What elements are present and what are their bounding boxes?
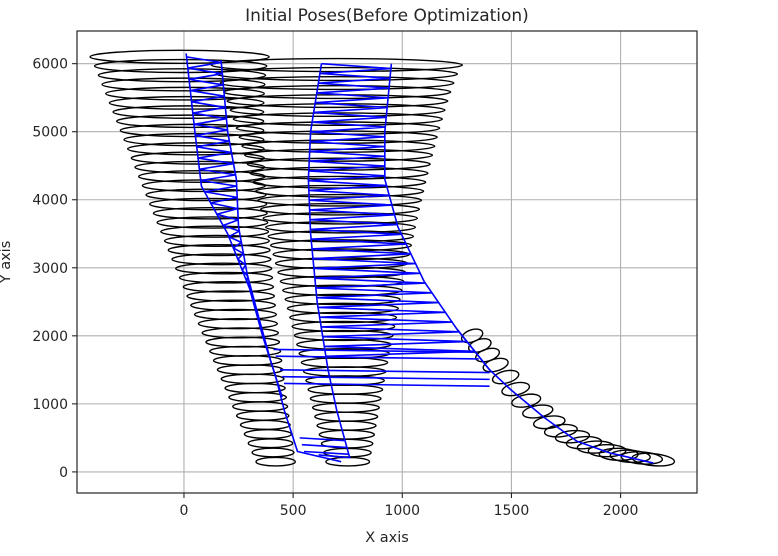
covariance-ellipses [89,49,676,467]
x-tick-label: 2000 [603,503,639,519]
y-tick-label: 3000 [32,261,68,277]
y-axis-label: Y axis [0,241,14,285]
pose-trajectory [185,53,654,464]
x-axis-ticks: 0 500 1000 1500 2000 [180,493,639,519]
x-tick-label: 1500 [494,503,530,519]
chart-title: Initial Poses(Before Optimization) [245,6,529,26]
x-tick-label: 500 [280,503,307,519]
y-tick-label: 2000 [32,329,68,345]
y-tick-label: 1000 [32,397,68,413]
y-tick-label: 5000 [32,125,68,141]
x-axis-label: X axis [365,530,409,546]
axes-frame [76,30,698,494]
y-tick-label: 0 [59,465,68,481]
x-tick-label: 1000 [384,503,420,519]
x-tick-label: 0 [180,503,189,519]
y-tick-label: 6000 [32,57,68,73]
plot-area [89,49,676,467]
y-tick-label: 4000 [32,193,68,209]
y-axis-ticks: 0 1000 2000 3000 4000 5000 6000 [32,57,77,481]
